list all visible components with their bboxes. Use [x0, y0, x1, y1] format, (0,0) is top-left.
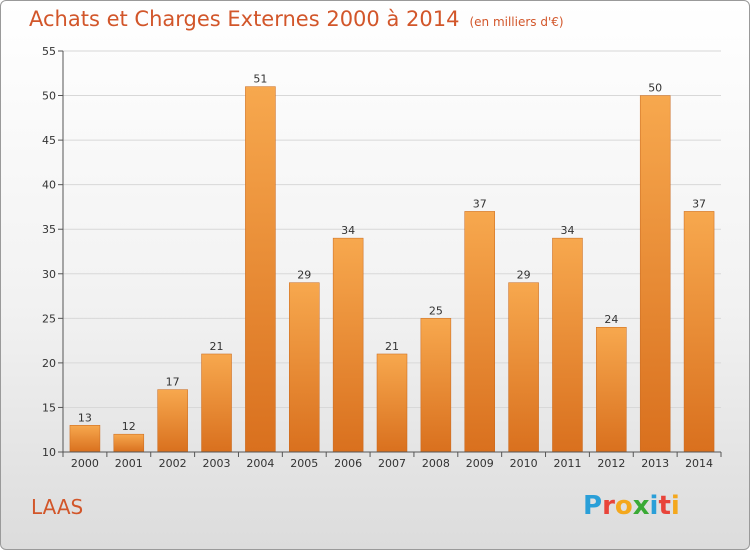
- bar-value-label: 25: [429, 304, 443, 317]
- bar-2013: [639, 95, 671, 453]
- y-tick-label: 45: [42, 134, 56, 147]
- bar-2011: [552, 237, 583, 453]
- y-tick-label: 55: [42, 45, 56, 58]
- bar-2003: [201, 353, 232, 453]
- bar-value-label: 50: [648, 82, 662, 95]
- logo-letter: o: [614, 491, 633, 521]
- y-tick-label: 20: [42, 357, 56, 370]
- bar-2000: [69, 425, 101, 453]
- x-tick-label: 2010: [510, 457, 538, 470]
- bar-value-label: 29: [297, 269, 311, 282]
- chart-title-text: Achats et Charges Externes 2000 à 2014: [29, 7, 460, 31]
- x-tick-label: 2011: [553, 457, 581, 470]
- bar-2002: [157, 389, 188, 453]
- place-name: LAAS: [31, 495, 84, 519]
- x-tick-label: 2006: [334, 457, 362, 470]
- logo-letter: r: [602, 491, 615, 521]
- x-tick-label: 2008: [422, 457, 450, 470]
- bar-value-label: 17: [166, 376, 180, 389]
- y-tick-label: 25: [42, 312, 56, 325]
- x-tick-label: 2003: [203, 457, 231, 470]
- bar-2009: [464, 211, 495, 453]
- bars: 13 12 17 21 51 29 34 21 25 37 29 34 24 50 37: [69, 73, 715, 453]
- x-tick-label: 2000: [71, 457, 99, 470]
- y-tick-label: 15: [42, 401, 56, 414]
- y-tick-label: 50: [42, 90, 56, 103]
- x-tick-label: 2013: [641, 457, 669, 470]
- y-axis: 10 15 20 25 30 35 40 45 50 55: [42, 45, 64, 459]
- chart-title: Achats et Charges Externes 2000 à 2014 (e…: [29, 7, 564, 31]
- bar-2008: [420, 318, 452, 453]
- bar-value-label: 13: [78, 411, 92, 424]
- x-tick-label: 2001: [115, 457, 143, 470]
- chart-subtitle: (en milliers d'€): [469, 15, 564, 29]
- bar-2006: [332, 237, 364, 453]
- x-tick-label: 2014: [685, 457, 713, 470]
- logo-letter: i: [670, 491, 680, 521]
- bar-value-label: 37: [473, 197, 487, 210]
- y-tick-label: 35: [42, 223, 56, 236]
- bar-2010: [508, 282, 539, 453]
- bar-value-label: 51: [253, 73, 267, 86]
- x-tick-label: 2002: [159, 457, 187, 470]
- logo-letter: t: [658, 491, 671, 521]
- x-axis: 2000 2001 2002 2003 2004 2005 2006 2007 2008 2009…: [62, 451, 722, 470]
- x-tick-label: 2004: [246, 457, 274, 470]
- bar-2005: [289, 282, 320, 453]
- bar-value-label: 34: [341, 224, 355, 237]
- bar-value-label: 21: [385, 340, 399, 353]
- bar-value-label: 12: [122, 420, 136, 433]
- bar-value-label: 29: [517, 269, 531, 282]
- proxiti-logo[interactable]: Proxiti: [583, 491, 680, 521]
- bar-2004: [245, 86, 276, 453]
- x-tick-label: 2007: [378, 457, 406, 470]
- logo-letter: i: [649, 491, 659, 521]
- y-tick-label: 30: [42, 268, 56, 281]
- y-tick-label: 40: [42, 179, 56, 192]
- y-tick-label: 10: [42, 446, 56, 459]
- bar-value-label: 34: [560, 224, 574, 237]
- bar-2007: [376, 353, 408, 453]
- bar-value-label: 21: [210, 340, 224, 353]
- logo-letter: x: [632, 491, 650, 521]
- x-tick-label: 2005: [290, 457, 318, 470]
- bar-value-label: 24: [604, 313, 618, 326]
- x-tick-label: 2012: [597, 457, 625, 470]
- bar-2012: [596, 326, 627, 453]
- bar-value-label: 37: [692, 197, 706, 210]
- bar-2014: [683, 211, 715, 453]
- x-tick-label: 2009: [466, 457, 494, 470]
- bar-2001: [113, 433, 145, 453]
- logo-letter: P: [583, 491, 603, 521]
